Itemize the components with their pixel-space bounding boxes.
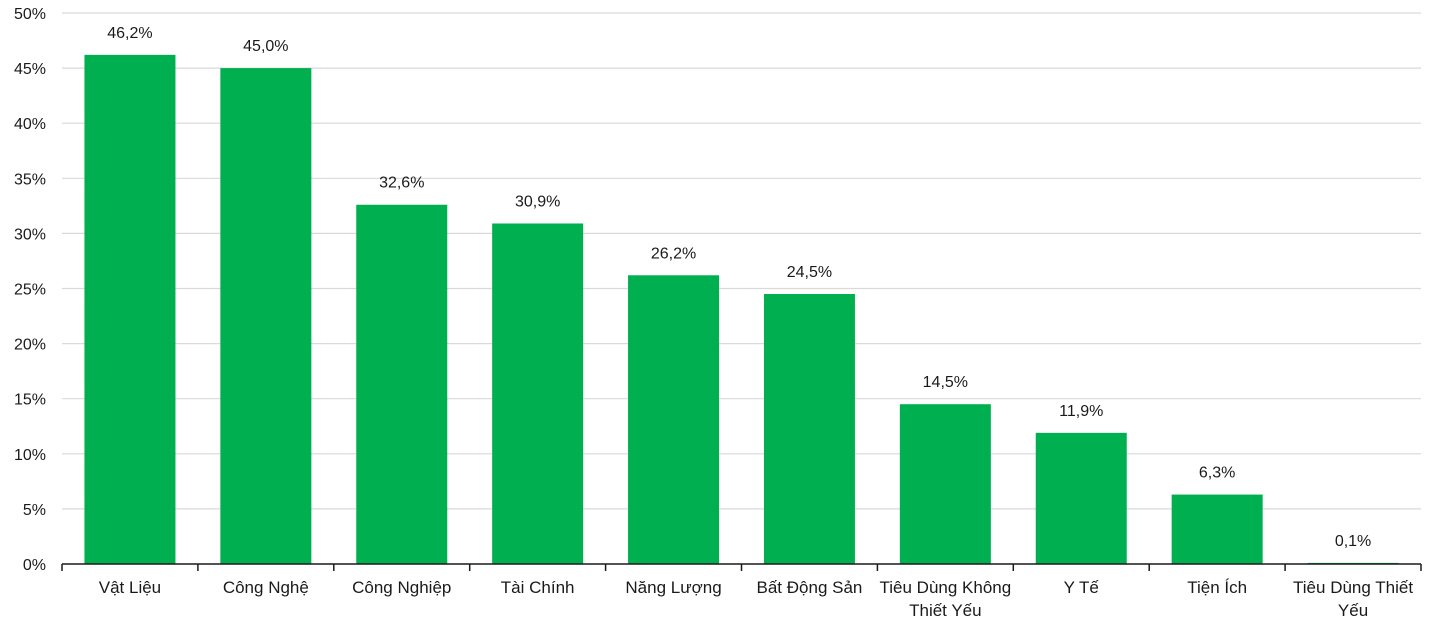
y-tick-label: 45% (14, 61, 46, 78)
y-tick-label: 20% (14, 337, 46, 354)
y-tick-label: 15% (14, 392, 46, 409)
data-label: 24,5% (787, 264, 832, 281)
data-label: 11,9% (1059, 403, 1103, 420)
data-label: 6,3% (1199, 465, 1235, 482)
x-tick-label: Năng Lượng (625, 578, 721, 597)
x-tick-label: Thiết Yếu (909, 601, 981, 620)
bar (84, 54, 176, 564)
bar (628, 275, 720, 564)
x-tick-label: Yếu (1338, 601, 1368, 620)
bar (492, 223, 584, 564)
x-tick-label: Bất Động Sản (757, 578, 863, 597)
y-tick-label: 10% (14, 447, 46, 464)
y-tick-label: 5% (23, 502, 46, 519)
data-label: 14,5% (923, 374, 968, 391)
data-label: 46,2% (107, 25, 152, 42)
data-label: 26,2% (651, 245, 696, 262)
bar (1035, 432, 1127, 564)
bars (84, 54, 1399, 565)
x-tick-label: Tài Chính (501, 578, 575, 597)
y-tick-label: 35% (14, 171, 46, 188)
x-tick-label: Công Nghiệp (352, 578, 451, 597)
data-labels: 46,2% 45,0% 32,6% 30,9% 26,2% 24,5% 14,5% 11,9%… (107, 25, 1371, 550)
y-tick-label: 50% (14, 6, 46, 23)
x-tick-label: Vật Liệu (99, 578, 161, 597)
data-label: 0,1% (1335, 533, 1371, 550)
y-tick-label: 30% (14, 226, 46, 243)
y-tick-label: 0% (23, 557, 46, 574)
x-tick-label: Tiện Ích (1187, 578, 1247, 597)
y-tick-label: 40% (14, 116, 46, 133)
data-label: 45,0% (243, 38, 288, 55)
y-tick-label: 25% (14, 282, 46, 299)
x-tick-label: Tiêu Dùng Không (880, 578, 1012, 597)
bar (763, 294, 855, 564)
x-axis: Vật Liệu Công Nghệ Công Nghiệp Tài Chính Năn… (61, 563, 1422, 620)
data-label: 30,9% (515, 193, 560, 210)
bar (899, 404, 991, 564)
x-tick-label: Công Nghệ (223, 578, 309, 597)
bar (356, 204, 448, 565)
bar (1171, 494, 1263, 564)
bar (220, 68, 312, 564)
x-tick-label: Tiêu Dùng Thiết (1293, 578, 1413, 597)
y-axis-ticks: 0% 5% 10% 15% 20% 25% 30% 35% 40% 45% 50% (14, 6, 46, 574)
data-label: 32,6% (379, 175, 424, 192)
x-tick-label: Y Tế (1064, 578, 1100, 597)
